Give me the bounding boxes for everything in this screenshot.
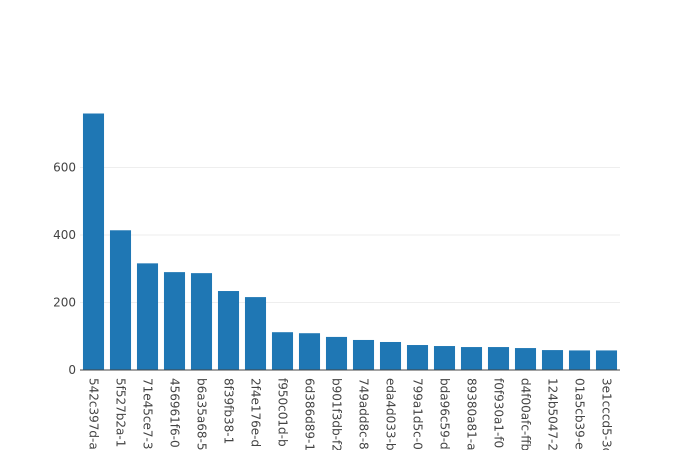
x-tick-label: 456961f6-0 [168,378,182,448]
bar [82,113,105,370]
bar [541,350,564,370]
bar [460,347,483,370]
x-tick-label: eda4d033-b [384,378,398,450]
bar [109,230,132,370]
bar [595,350,618,370]
bar [487,347,510,370]
y-tick-label: 400 [53,228,76,242]
x-tick-label: b901f3db-f2 [330,378,344,450]
x-tick-label: 542c397d-a [87,378,101,450]
x-tick-label: 2f4e176e-d [249,378,263,447]
x-tick-label: b6a35a68-5 [195,378,209,450]
y-tick-label: 200 [53,296,76,310]
y-tick-label: 600 [53,161,76,175]
x-tick-label: f0f930a1-f0 [492,378,506,448]
bar [298,333,321,370]
x-tick-label: 71e45ce7-3 [141,378,155,450]
x-tick-label: 124b5047-2 [546,378,560,450]
x-tick-label: 3e1cccd5-3c [600,378,614,450]
bar [163,272,186,370]
bar [406,345,429,370]
bar [217,291,240,370]
bar [271,332,294,370]
bar [136,263,159,370]
bar [325,336,348,370]
x-tick-label: 89380a81-a [465,378,479,450]
x-tick-label: f950c01d-b [276,378,290,447]
bar [433,346,456,370]
bar [379,341,402,370]
x-tick-label: 749add8c-8 [357,378,371,450]
bar [190,273,213,370]
x-tick-label: 799a1d5c-0 [411,378,425,450]
bar [352,339,375,370]
x-tick-label: 5f527b2a-1 [114,378,128,447]
bar [244,297,267,370]
y-tick-label: 0 [68,363,76,377]
x-tick-label: 6d386d89-1 [303,378,317,450]
x-tick-label: 8f39fb38-1 [222,378,236,444]
x-tick-label: d4f00afc-ffb [519,378,533,450]
x-tick-label: bda96c59-d [438,378,452,450]
bar [568,350,591,370]
x-tick-label: 01a5cb39-e [573,378,587,449]
bar [514,348,537,370]
